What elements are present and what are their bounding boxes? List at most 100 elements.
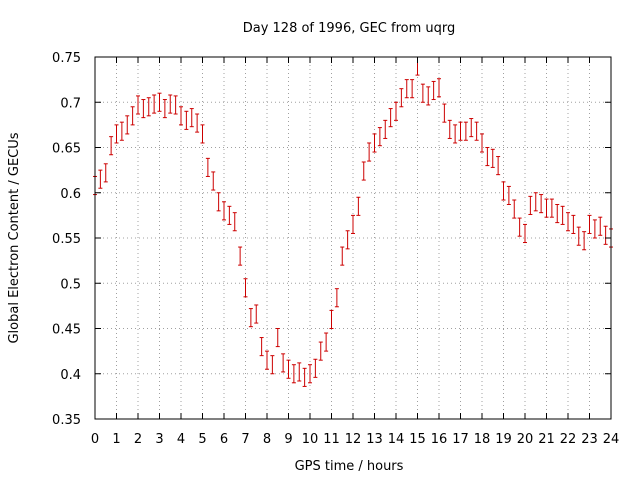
data-point <box>571 214 576 234</box>
y-tick-label: 0.35 <box>52 413 81 428</box>
data-point <box>480 133 484 153</box>
data-point <box>383 119 388 139</box>
data-point <box>351 214 355 234</box>
data-point <box>463 121 468 141</box>
y-tick-label: 0.65 <box>52 142 81 157</box>
data-point <box>523 223 527 244</box>
data-point <box>361 161 366 181</box>
x-tick-label: 6 <box>220 432 228 447</box>
data-point <box>291 364 296 384</box>
x-tick-label: 21 <box>538 432 555 447</box>
data-point <box>243 278 248 298</box>
data-point <box>367 142 372 162</box>
data-point <box>458 121 463 141</box>
data-point <box>184 110 189 130</box>
data-point <box>259 337 264 357</box>
data-point <box>490 148 495 168</box>
data-point <box>437 78 441 98</box>
y-tick-label: 0.5 <box>60 277 81 292</box>
data-points <box>93 56 613 387</box>
data-point <box>592 219 597 239</box>
x-tick-label: 2 <box>134 432 142 447</box>
x-tick-label: 12 <box>345 432 362 447</box>
data-point <box>394 101 398 121</box>
data-point <box>603 225 608 245</box>
data-point <box>162 99 167 119</box>
data-point <box>286 359 291 379</box>
data-point <box>420 83 425 103</box>
data-point <box>114 124 119 144</box>
data-point <box>377 127 382 147</box>
data-point <box>146 97 151 117</box>
data-point <box>109 136 114 156</box>
data-point <box>168 94 173 114</box>
chart-title: Day 128 of 1996, GEC from uqrg <box>243 21 456 36</box>
data-point <box>195 113 200 133</box>
data-point <box>469 118 474 138</box>
y-tick-label: 0.7 <box>60 96 81 111</box>
data-point <box>313 358 318 378</box>
data-point <box>549 198 554 218</box>
data-point <box>512 199 517 219</box>
data-point <box>399 88 404 108</box>
data-point <box>98 169 103 189</box>
y-tick-label: 0.75 <box>52 51 81 66</box>
data-point <box>157 92 162 112</box>
x-tick-label: 24 <box>603 432 620 447</box>
data-point <box>410 79 415 99</box>
data-point <box>222 201 226 221</box>
data-point <box>582 231 587 251</box>
x-tick-label: 15 <box>409 432 426 447</box>
data-point <box>125 115 130 135</box>
data-point <box>318 341 323 361</box>
data-point <box>297 362 302 382</box>
x-tick-label: 16 <box>431 432 448 447</box>
y-axis-label: Global Electron Content / GECUs <box>7 132 22 343</box>
x-tick-label: 13 <box>366 432 383 447</box>
data-point <box>270 355 275 375</box>
data-point <box>485 147 490 167</box>
data-point <box>179 106 183 126</box>
x-tick-label: 14 <box>388 432 405 447</box>
x-axis-label: GPS time / hours <box>295 459 404 474</box>
x-tick-label: 17 <box>452 432 469 447</box>
x-tick-label: 22 <box>560 432 577 447</box>
data-point <box>136 95 140 115</box>
data-point <box>324 332 329 352</box>
x-tick-label: 19 <box>495 432 512 447</box>
data-point <box>345 230 350 250</box>
data-point <box>189 108 194 128</box>
x-tick-label: 1 <box>112 432 120 447</box>
data-point <box>302 367 307 387</box>
data-point <box>232 212 237 232</box>
y-tick-label: 0.45 <box>52 323 81 338</box>
data-point <box>238 246 243 266</box>
data-point <box>173 95 178 115</box>
data-point <box>539 194 544 214</box>
data-point <box>254 304 259 324</box>
x-tick-label: 9 <box>284 432 292 447</box>
x-tick-label: 3 <box>155 432 163 447</box>
x-tick-label: 4 <box>177 432 185 447</box>
data-point <box>119 121 124 141</box>
data-point <box>426 86 431 106</box>
data-point <box>528 195 533 215</box>
data-point <box>216 192 221 212</box>
data-point <box>501 181 506 201</box>
data-point <box>205 157 210 177</box>
data-point <box>248 308 253 328</box>
axis-ticks <box>94 56 612 420</box>
data-point <box>566 212 570 232</box>
x-tick-label: 20 <box>517 432 534 447</box>
data-point <box>275 328 280 348</box>
x-tick-label: 23 <box>581 432 598 447</box>
data-point <box>281 353 286 373</box>
data-point <box>560 205 565 225</box>
data-point <box>130 106 135 126</box>
data-point <box>152 94 157 114</box>
data-point <box>517 217 522 237</box>
data-point <box>598 216 603 236</box>
data-point <box>587 214 592 234</box>
data-point <box>576 226 581 246</box>
